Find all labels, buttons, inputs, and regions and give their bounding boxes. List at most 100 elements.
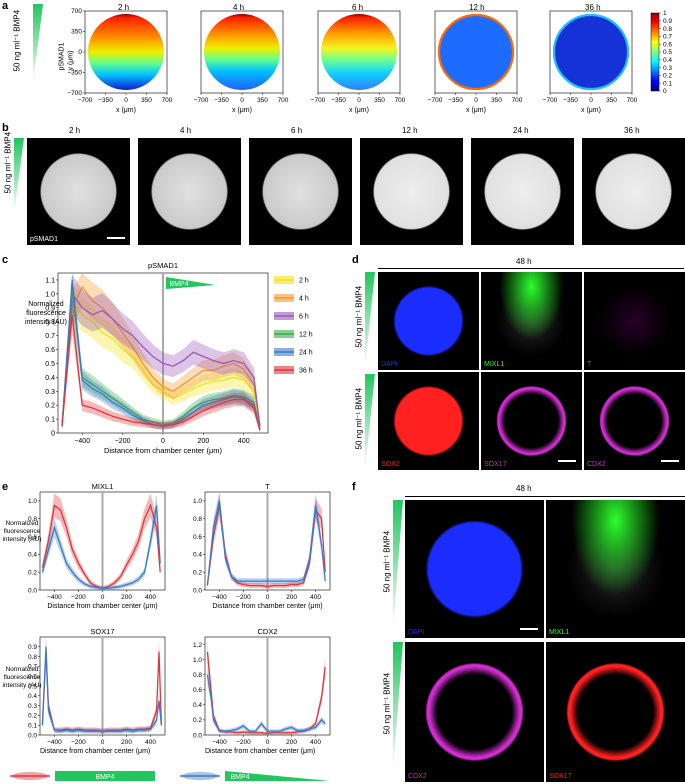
bmp4-concentration-label: 50 ng ml⁻¹ BMP4 <box>354 387 364 450</box>
series-band <box>62 273 260 433</box>
y-tick-label: 0.4 <box>193 702 202 709</box>
panel-a-time-label: 4 h <box>233 3 245 12</box>
x-tick-label: 0 <box>266 739 270 746</box>
panel-a-time-label: 36 h <box>585 3 601 12</box>
x-tick-label: 350 <box>141 97 152 104</box>
series-line <box>206 505 326 588</box>
x-tick-label: −200 <box>71 739 86 746</box>
x-tick-label: 0 <box>589 97 593 104</box>
chart-title: T <box>265 482 270 491</box>
x-tick-label: 200 <box>286 594 297 601</box>
fluorescence-micrograph: MIXL1 <box>481 272 582 370</box>
x-tick-label: 0 <box>474 97 478 104</box>
y-tick-label: 1.1 <box>45 277 55 284</box>
y-tick-label: 0.2 <box>28 713 37 720</box>
sim-disk <box>553 14 629 90</box>
colorbar-tick-label: 0.8 <box>663 26 672 33</box>
bmp4-gradient-wedge-f2 <box>393 642 403 772</box>
series-band <box>207 640 326 735</box>
series-band <box>62 273 260 430</box>
y-tick-label: 0.2 <box>45 403 55 410</box>
legend-red-bmp4-label: BMP4 <box>95 774 114 781</box>
fluorescence-micrograph: SOX17 <box>546 642 685 782</box>
y-tick-label: 0.6 <box>28 674 37 681</box>
y-tick-label: 1.2 <box>193 642 202 649</box>
x-tick-label: 350 <box>491 97 502 104</box>
series-line <box>61 299 261 427</box>
x-tick-label: −700 <box>543 97 558 104</box>
stain-label: pSMAD1 <box>30 236 59 243</box>
series-line <box>41 646 163 732</box>
series-line <box>61 314 261 431</box>
panel-b-time-label: 4 h <box>180 126 192 135</box>
bmp4-gradient-bar <box>166 277 216 289</box>
x-tick-label: 0 <box>161 438 165 445</box>
colorbar-tick-label: 0.3 <box>663 65 672 72</box>
panel-letter-b: b <box>2 122 9 134</box>
stain-label: DAPI <box>408 629 425 636</box>
y-tick-label: 0.3 <box>28 703 37 710</box>
y-tick-label: 0.4 <box>193 552 202 559</box>
x-tick-label: −400 <box>212 594 227 601</box>
y-tick-label: 0.3 <box>45 389 55 396</box>
x-tick-label: 350 <box>606 97 617 104</box>
stain-label: T <box>587 361 592 368</box>
x-tick-label: 400 <box>238 438 250 445</box>
fluorescence-micrograph: SOX2 <box>378 372 479 470</box>
series-line <box>41 505 161 589</box>
x-tick-label: −350 <box>331 97 346 104</box>
x-tick-label: 700 <box>278 97 289 104</box>
panel-e-xlabel-bottom: Distance from chamber center (μm) <box>205 748 316 755</box>
panel-b-time-label: 36 h <box>624 126 640 135</box>
panel-e-xlabel-bottom: Distance from chamber center (μm) <box>40 748 151 755</box>
x-tick-label: 0 <box>124 97 128 104</box>
panel-f-time-label: 48 h <box>516 484 532 493</box>
x-tick-label: 200 <box>286 739 297 746</box>
x-tick-label: 0 <box>357 97 361 104</box>
bmp4-gradient-wedge-a <box>33 4 43 84</box>
y-tick-label: 0.7 <box>45 333 55 340</box>
y-tick-label: 0.8 <box>28 516 37 523</box>
panel-letter-c: c <box>2 254 9 266</box>
y-tick-label: 0.9 <box>28 644 37 651</box>
panel-letter-a: a <box>2 0 9 12</box>
panel-c-ylabel: Normalized fluorescence intensity (AU) <box>24 301 67 326</box>
y-tick-label: −700 <box>67 90 82 97</box>
chart-title: CDX2 <box>257 627 277 636</box>
series-line <box>61 285 261 427</box>
panel-d-time-label: 48 h <box>516 257 532 266</box>
y-tick-label: 0.2 <box>28 569 37 576</box>
series-band <box>62 274 260 430</box>
fluorescence-micrograph: CDX2 <box>405 642 544 782</box>
y-tick-label: 0.4 <box>45 375 55 382</box>
x-axis-label: x (μm) <box>349 107 369 114</box>
x-axis-label: Distance from chamber center (μm) <box>104 446 223 455</box>
legend-label: 36 h <box>299 368 313 375</box>
colorbar <box>650 12 660 92</box>
x-tick-label: −700 <box>311 97 326 104</box>
legend-label: 2 h <box>299 278 309 285</box>
x-tick-label: −700 <box>428 97 443 104</box>
x-tick-label: −200 <box>115 438 131 445</box>
x-tick-label: −200 <box>236 594 251 601</box>
y-tick-label: 0 <box>51 431 55 438</box>
y-tick-label: 0.6 <box>28 534 37 541</box>
y-tick-label: 0.4 <box>28 552 37 559</box>
sim-disk <box>204 14 280 90</box>
y-tick-label: 0.0 <box>28 732 37 739</box>
x-tick-label: 400 <box>145 594 156 601</box>
x-axis-label: x (μm) <box>232 107 252 114</box>
x-tick-label: 200 <box>121 739 132 746</box>
x-tick-label: 700 <box>627 97 638 104</box>
colorbar-tick-label: 1 <box>663 10 667 17</box>
fluorescence-micrograph: DAPI <box>378 272 479 370</box>
pSMAD1-micrograph <box>582 138 685 245</box>
sim-disk <box>88 14 164 90</box>
panel-letter-f: f <box>352 481 356 493</box>
y-tick-label: 0.9 <box>45 305 55 312</box>
x-tick-label: 350 <box>257 97 268 104</box>
legend-label: 24 h <box>299 350 313 357</box>
x-axis-label: x (μm) <box>581 107 601 114</box>
y-tick-label: 0.5 <box>28 683 37 690</box>
series-band <box>207 665 326 734</box>
